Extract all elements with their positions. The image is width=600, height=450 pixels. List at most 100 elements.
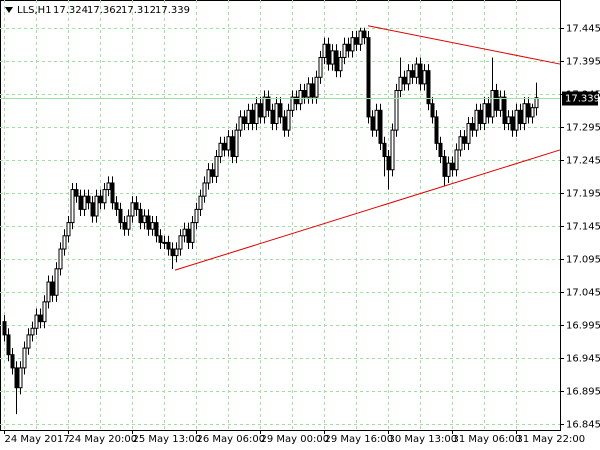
candle-body [250, 109, 255, 125]
candle-body [174, 248, 179, 257]
candle-body [466, 123, 471, 144]
candle-body [478, 109, 483, 125]
candle-body [106, 182, 111, 191]
candle-body [258, 103, 263, 118]
candle-body [446, 162, 451, 177]
candle-body [102, 189, 107, 204]
candle-body [2, 321, 7, 336]
candle-body [42, 301, 47, 323]
candle-body [70, 189, 75, 224]
candle-body [238, 116, 243, 131]
candle-body [290, 96, 295, 111]
candle-body [118, 208, 123, 224]
candle-body [86, 195, 91, 204]
candle-body [10, 354, 15, 369]
candle-body [138, 208, 143, 224]
candle-body [170, 248, 175, 257]
candle-body [486, 103, 491, 118]
candle-body [326, 43, 331, 65]
candle-body [178, 235, 183, 250]
candle-body [214, 156, 219, 177]
candle-body [62, 235, 67, 250]
candle-body [222, 142, 227, 151]
x-tick-label: 24 May 2017 [5, 434, 70, 445]
candle-body [338, 56, 343, 72]
y-tick-label: 17.445 [566, 24, 600, 35]
y-tick-label: 17.095 [566, 255, 600, 266]
trendline [174, 149, 561, 271]
candle-body [530, 107, 535, 118]
candle-body [74, 189, 79, 197]
candle-body [246, 109, 251, 125]
candle-body [278, 103, 283, 118]
candle-body [474, 109, 479, 131]
candle-body [230, 136, 235, 158]
candle-body [422, 70, 427, 85]
candle-body [206, 169, 211, 184]
candle-body [34, 314, 39, 329]
candle-body [126, 215, 131, 230]
x-tick-label: 31 May 06:00 [453, 434, 522, 445]
candle-body [374, 109, 379, 131]
marks [0, 25, 561, 415]
y-tick-label: 17.195 [566, 189, 600, 200]
candle-body [150, 222, 155, 230]
candle-body [370, 116, 375, 131]
candle-body [190, 222, 195, 243]
x-tick-label: 26 May 06:00 [197, 434, 266, 445]
candle-body [94, 195, 99, 217]
candle-body [418, 63, 423, 85]
candle-body [186, 228, 191, 243]
candle-body [334, 50, 339, 72]
candle-body [122, 222, 127, 230]
x-tick-label: 25 May 13:00 [133, 434, 202, 445]
y-tick-label: 16.945 [566, 354, 600, 365]
candle-body [294, 96, 299, 105]
candle-body [330, 50, 335, 65]
candle-body [430, 103, 435, 118]
candle-body [514, 109, 519, 131]
candle-body [134, 202, 139, 210]
candle-body [194, 208, 199, 224]
candle-body [30, 327, 35, 336]
candle-body [510, 116, 515, 131]
candle-body [78, 195, 83, 210]
candle-body [506, 116, 511, 125]
candle-body [54, 268, 59, 296]
low: 17.312 [121, 5, 156, 16]
candle-body [270, 109, 275, 125]
candle-body [14, 367, 19, 389]
candle-body [50, 281, 55, 296]
candle-body [254, 103, 259, 125]
candle-body [166, 241, 171, 250]
candle-body [158, 235, 163, 243]
candle-body [482, 103, 487, 125]
menu-arrow[interactable] [5, 7, 13, 13]
price-box [562, 91, 598, 106]
candle-body [282, 116, 287, 131]
candle-body [162, 241, 167, 244]
candle-body [114, 202, 119, 210]
candle-body [426, 70, 431, 105]
candle-body [346, 43, 351, 52]
candle-body [262, 96, 267, 118]
trendline [367, 25, 561, 65]
close: 17.339 [155, 5, 190, 16]
x-tick-label: 31 May 22:00 [517, 434, 586, 445]
candle-body [402, 76, 407, 85]
candle-body [274, 103, 279, 125]
candle-body [318, 56, 323, 78]
candle-body [454, 149, 459, 171]
candle-body [314, 76, 319, 98]
candle-body [494, 89, 499, 111]
symbol: LLS,H1 [17, 5, 52, 16]
candle-body [182, 228, 187, 237]
candle-body [130, 202, 135, 217]
candle-body [82, 195, 87, 210]
candle-body [526, 103, 531, 118]
candle-body [534, 97, 539, 109]
candle-body [382, 142, 387, 158]
candle-body [450, 162, 455, 171]
candle-body [22, 347, 27, 369]
